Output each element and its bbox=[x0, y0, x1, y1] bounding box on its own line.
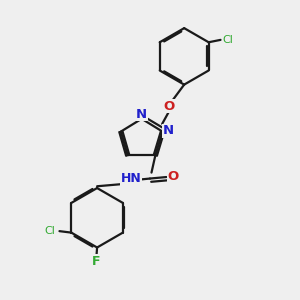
Text: Cl: Cl bbox=[222, 35, 233, 45]
Text: N: N bbox=[162, 124, 173, 137]
Text: Cl: Cl bbox=[44, 226, 55, 236]
Text: HN: HN bbox=[121, 172, 141, 185]
Text: O: O bbox=[163, 100, 174, 112]
Text: F: F bbox=[92, 255, 101, 268]
Text: O: O bbox=[167, 170, 178, 183]
Text: N: N bbox=[136, 108, 147, 121]
